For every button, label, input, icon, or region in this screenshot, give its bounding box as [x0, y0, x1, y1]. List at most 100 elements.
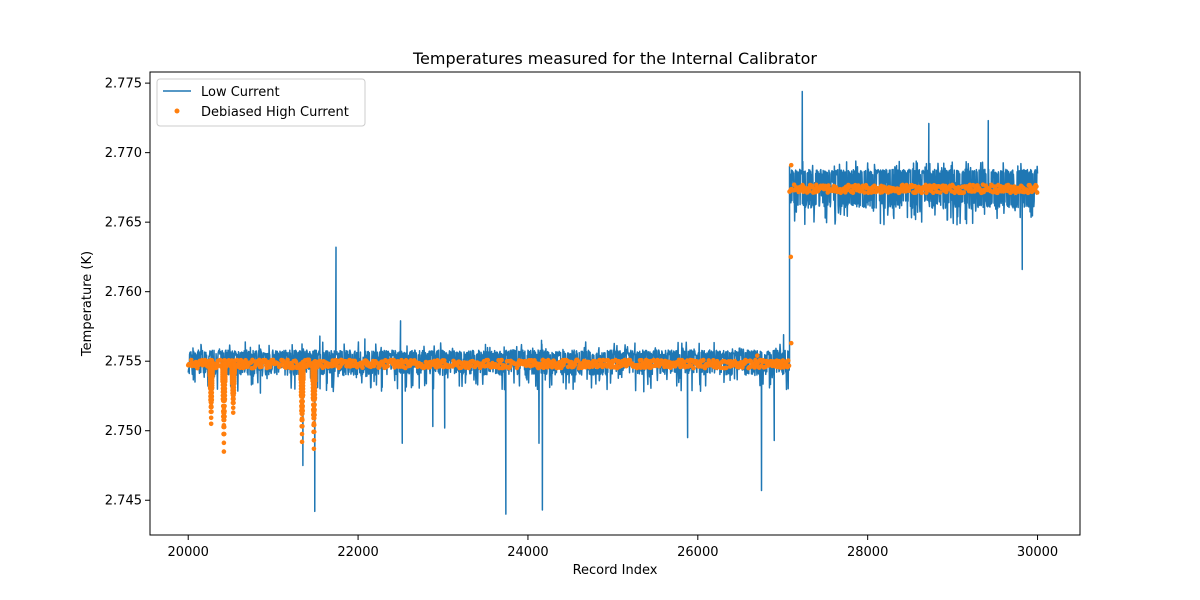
high-current-point: [311, 438, 317, 443]
x-axis: 20000 22000 24000 26000 28000 30000: [168, 535, 1058, 560]
high-current-point: [785, 358, 791, 363]
high-current-point: [507, 364, 513, 369]
high-current-point: [833, 185, 839, 190]
high-current-point: [879, 189, 885, 195]
high-current-point: [360, 365, 365, 371]
high-current-point: [222, 386, 228, 391]
chart-title: Temperatures measured for the Internal C…: [412, 49, 817, 68]
high-current-point: [301, 377, 306, 382]
high-current-point: [499, 357, 504, 363]
high-current-point: [711, 357, 716, 363]
legend-box: [156, 78, 366, 127]
high-current-point: [627, 357, 633, 363]
y-tick-label: 2.765: [105, 216, 142, 231]
high-current-point: [209, 385, 215, 391]
high-current-point: [311, 422, 317, 428]
high-current-point: [312, 392, 318, 397]
y-axis: 2.745 2.750 2.755 2.760 2.765 2.770 2.775: [105, 77, 150, 509]
high-current-point: [788, 254, 794, 260]
high-current-point: [222, 379, 228, 384]
legend-marker-swatch: [174, 108, 180, 114]
high-current-point: [232, 371, 237, 377]
high-current-point: [209, 358, 215, 363]
high-current-point: [311, 415, 317, 421]
high-current-point: [300, 403, 306, 409]
high-current-point: [209, 397, 215, 403]
y-tick-label: 2.745: [105, 494, 142, 509]
high-current-point: [259, 364, 264, 370]
high-current-point: [222, 414, 227, 419]
high-current-point: [230, 410, 236, 415]
high-current-point: [312, 378, 318, 384]
high-current-point: [231, 390, 237, 396]
high-current-point: [807, 188, 812, 194]
high-current-point: [231, 396, 236, 402]
high-current-point: [221, 417, 227, 423]
high-current-point: [221, 431, 227, 437]
y-tick-label: 2.760: [105, 285, 142, 300]
high-current-point: [691, 365, 696, 371]
high-current-point: [754, 353, 760, 358]
x-tick-label: 28000: [847, 545, 888, 560]
high-current-point: [850, 190, 856, 196]
high-current-point: [1034, 184, 1039, 189]
x-tick-label: 24000: [507, 545, 548, 560]
high-current-point: [210, 373, 215, 379]
debiased-high-current-points: [185, 162, 1040, 454]
high-current-point: [222, 393, 228, 398]
x-tick-label: 20000: [168, 545, 209, 560]
high-current-point: [300, 423, 305, 429]
high-current-point: [961, 190, 967, 195]
y-tick-label: 2.755: [105, 355, 142, 370]
high-current-point: [300, 417, 305, 423]
high-current-point: [441, 358, 447, 363]
high-current-point: [221, 449, 227, 454]
x-tick-label: 22000: [337, 545, 378, 560]
high-current-point: [208, 421, 214, 427]
high-current-point: [724, 365, 729, 371]
high-current-point: [923, 182, 928, 188]
high-current-point: [306, 357, 312, 363]
high-current-point: [1034, 190, 1040, 195]
high-current-point: [209, 393, 215, 399]
high-current-point: [209, 409, 214, 415]
high-current-point: [300, 399, 306, 404]
high-current-point: [701, 357, 706, 363]
high-current-point: [788, 162, 794, 168]
high-current-point: [222, 382, 228, 388]
high-current-point: [230, 405, 236, 411]
legend: Low Current Debiased High Current: [156, 78, 366, 127]
high-current-point: [231, 381, 237, 386]
high-current-point: [919, 190, 925, 196]
high-current-point: [937, 190, 943, 195]
high-current-point: [312, 407, 317, 413]
high-current-point: [285, 357, 290, 363]
high-current-point: [572, 362, 578, 368]
high-current-point: [278, 362, 284, 368]
high-current-point: [221, 424, 227, 430]
high-current-point: [312, 388, 318, 394]
high-current-point: [312, 385, 318, 391]
high-current-point: [786, 363, 792, 369]
plot-frame: [149, 71, 1081, 536]
high-current-point: [222, 389, 228, 395]
high-current-point: [788, 340, 794, 346]
high-current-point: [311, 446, 317, 452]
plot-area: [150, 72, 1080, 535]
high-current-point: [299, 439, 305, 445]
high-current-point: [385, 363, 391, 369]
high-current-point: [930, 190, 936, 196]
legend-label-debiased-high-current: Debiased High Current: [201, 105, 349, 120]
high-current-point: [844, 187, 850, 193]
high-current-point: [468, 363, 474, 369]
high-current-point: [208, 415, 214, 421]
series-layer: [185, 90, 1040, 515]
y-tick-label: 2.775: [105, 77, 142, 92]
y-axis-title: Temperature (K): [80, 251, 95, 357]
high-current-point: [956, 185, 961, 190]
x-tick-label: 26000: [677, 545, 718, 560]
x-tick-label: 30000: [1017, 545, 1058, 560]
high-current-point: [222, 408, 227, 414]
y-tick-label: 2.770: [105, 146, 142, 161]
